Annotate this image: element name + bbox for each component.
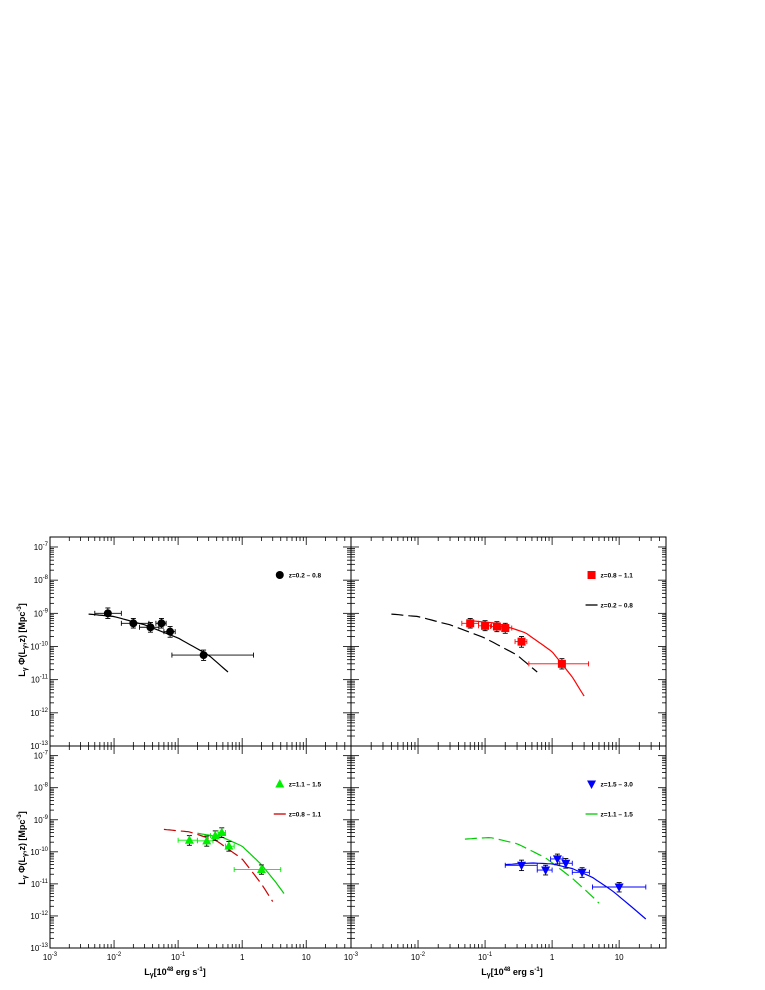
y-tick-label: 10-11 bbox=[31, 675, 49, 685]
data-point bbox=[561, 859, 571, 869]
ylabel-bottom: Lγ Φ(Lγ,z) [Mpc-3] bbox=[17, 811, 29, 885]
y-tick-label: 10-12 bbox=[30, 708, 48, 718]
legend-label: z=0.2 – 0.8 bbox=[601, 603, 634, 610]
data-point bbox=[256, 864, 266, 874]
panel-top-left: 10-13 10-12 10-11 10-10 10-9 10-8 10-7 z=0.2 – … bbox=[30, 536, 352, 751]
plot-frame bbox=[350, 745, 667, 949]
data-point bbox=[224, 841, 234, 850]
legend-label: z=0.8 – 1.1 bbox=[601, 573, 634, 580]
x-tick-label: 10 bbox=[302, 953, 311, 962]
x-tick-label: 10-1 bbox=[478, 952, 493, 962]
data-point bbox=[184, 835, 194, 844]
data-point bbox=[501, 624, 510, 633]
data-point bbox=[210, 830, 220, 840]
legend-label: z=0.8 – 1.1 bbox=[289, 812, 322, 819]
axis-labels: Lγ Φ(Lγ,z) [Mpc-3] Lγ Φ(Lγ,z) [Mpc-3] Lγ… bbox=[17, 603, 543, 979]
model-curve bbox=[197, 832, 285, 894]
panel-bottom-right: 10-3 10-2 10-1 1 10 z=1.5 – 3.0 z=1.1 – 1.5 bbox=[344, 745, 667, 962]
y-tick-label: 10-12 bbox=[30, 911, 48, 921]
x-tick-label: 10-2 bbox=[107, 952, 122, 962]
x-tick-label: 10-3 bbox=[43, 952, 58, 962]
data-point bbox=[157, 619, 166, 628]
legend-label: z=1.5 – 3.0 bbox=[601, 782, 634, 789]
data-point bbox=[202, 835, 212, 845]
legend-marker bbox=[275, 779, 285, 788]
data-point bbox=[517, 637, 526, 646]
xlabel-right: Lγ[1048 erg s-1] bbox=[481, 967, 542, 979]
y-tick-label: 10-10 bbox=[30, 641, 48, 651]
model-curve bbox=[464, 836, 600, 904]
data-point bbox=[541, 866, 551, 876]
legend-label: z=1.1 – 1.5 bbox=[289, 782, 322, 789]
y-tick-label: 10-13 bbox=[30, 943, 48, 953]
ylabel-top: Lγ Φ(Lγ,z) [Mpc-3] bbox=[17, 603, 29, 677]
data-point bbox=[217, 827, 227, 837]
y-tick-label: 10-8 bbox=[34, 575, 49, 585]
data-point bbox=[466, 619, 475, 628]
y-tick-label: 10-7 bbox=[34, 751, 49, 761]
data-point bbox=[552, 855, 562, 864]
data-point bbox=[103, 609, 112, 618]
plot-frame bbox=[350, 536, 667, 747]
legend-marker bbox=[587, 780, 597, 789]
y-tick-label: 10-9 bbox=[34, 815, 49, 825]
data-point bbox=[557, 659, 566, 668]
data-point bbox=[517, 861, 527, 871]
plot-frame bbox=[49, 536, 352, 747]
x-tick-label: 10 bbox=[615, 953, 624, 962]
y-tick-label: 10-9 bbox=[34, 608, 49, 618]
y-tick-label: 10-8 bbox=[34, 783, 49, 793]
x-tick-label: 10-2 bbox=[411, 952, 426, 962]
legend-marker bbox=[587, 571, 596, 579]
x-tick-label: 10-1 bbox=[171, 952, 186, 962]
x-tick-label: 1 bbox=[240, 953, 245, 962]
y-tick-label: 10-11 bbox=[31, 879, 49, 889]
data-point bbox=[481, 621, 490, 630]
model-curve bbox=[163, 828, 274, 902]
data-point bbox=[146, 623, 155, 632]
x-tick-label: 10-3 bbox=[344, 952, 359, 962]
y-tick-label: 10-10 bbox=[30, 847, 48, 857]
data-point bbox=[492, 622, 501, 631]
data-point bbox=[166, 627, 175, 636]
data-point bbox=[614, 883, 624, 892]
plot-frame bbox=[49, 745, 352, 949]
y-tick-label: 10-7 bbox=[34, 542, 49, 552]
model-curve bbox=[391, 613, 538, 673]
model-curve bbox=[505, 862, 647, 920]
panel-top-right: z=0.8 – 1.1 z=0.2 – 0.8 bbox=[350, 536, 667, 747]
x-tick-label: 1 bbox=[550, 953, 555, 962]
legend-label: z=0.2 – 0.8 bbox=[289, 573, 322, 580]
y-tick-label: 10-13 bbox=[30, 741, 48, 751]
legend-label: z=1.1 – 1.5 bbox=[601, 812, 634, 819]
data-point bbox=[129, 619, 138, 628]
model-curve bbox=[470, 620, 585, 697]
data-point bbox=[577, 868, 587, 878]
xlabel-left: Lγ[1048 erg s-1] bbox=[144, 967, 205, 979]
legend-marker bbox=[275, 571, 284, 579]
data-point bbox=[199, 651, 208, 660]
